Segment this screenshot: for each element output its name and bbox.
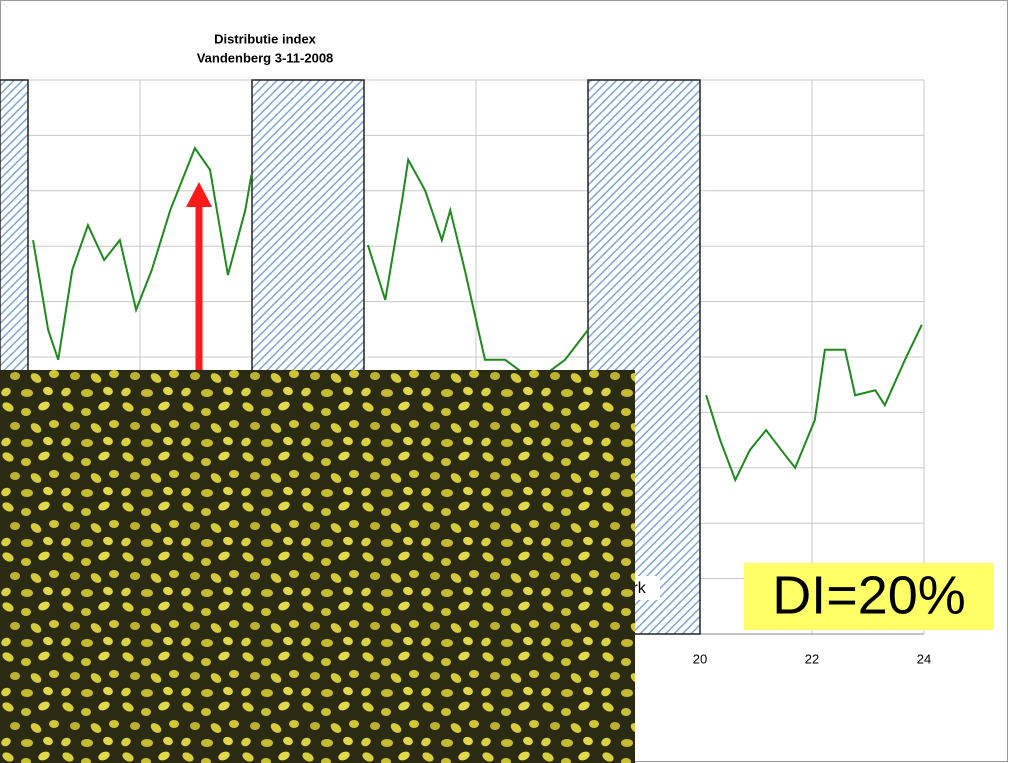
photo (0, 370, 635, 763)
annotation-bg (744, 563, 994, 630)
arrow-head (186, 182, 212, 207)
x-tick-label: 24 (917, 651, 931, 666)
x-tick-label: 20 (693, 651, 707, 666)
overlay: DarkDI=20% (0, 182, 994, 763)
chart-subtitle: Vandenberg 3-11-2008 (197, 50, 334, 65)
chart-title: Distributie index (214, 31, 317, 46)
x-tick-label: 22 (805, 651, 819, 666)
annotation: DI=20% (772, 565, 966, 625)
